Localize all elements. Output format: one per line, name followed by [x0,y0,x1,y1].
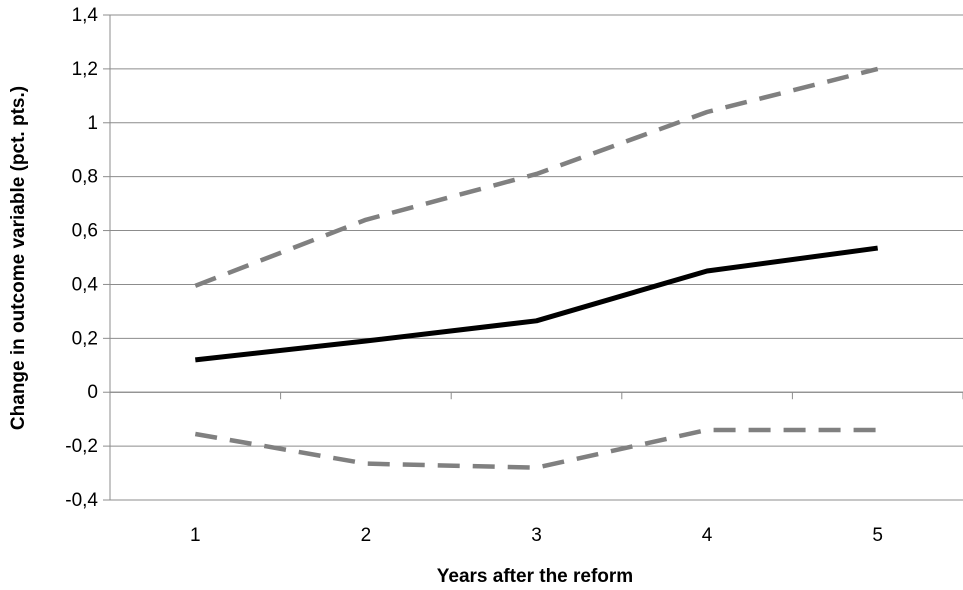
y-tick-label: 0,6 [72,221,98,242]
x-tick-label: 2 [361,525,372,546]
y-tick-label: 0,8 [72,167,98,188]
x-tick-label: 1 [190,525,201,546]
y-tick-label: 1 [87,113,98,134]
x-tick-label: 3 [531,525,542,546]
x-tick-label: 4 [702,525,713,546]
x-tick-label: 5 [872,525,883,546]
y-axis-title: Change in outcome variable (pct. pts.) [8,86,29,430]
series-line-3 [194,427,878,470]
x-axis: 1 2 3 4 5 [109,391,963,546]
x-axis-title: Years after the reform [437,566,633,587]
y-tick-label: 0,4 [72,274,99,295]
y-tick-label: 0 [87,382,98,403]
y-tick-label: 1,2 [72,59,98,80]
y-axis: -0,4 -0,2 0 0,2 0,4 0,6 0,8 1 1,2 1,4 [65,5,111,511]
series-line-2 [194,66,879,288]
gridlines [110,14,963,501]
series-line-1 [195,245,879,363]
y-tick-label: -0,2 [65,436,98,457]
series-layer [194,66,879,470]
y-tick-label: -0,4 [65,490,98,511]
y-tick-label: 0,2 [72,328,98,349]
y-tick-label: 1,4 [72,5,99,26]
